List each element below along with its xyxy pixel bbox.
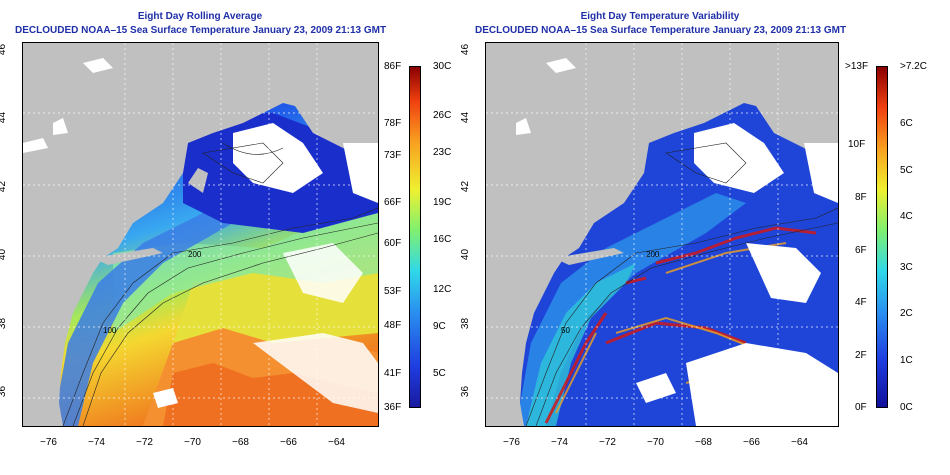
cb-label: >13F: [845, 61, 869, 72]
lon-tick: −68: [695, 437, 712, 448]
cb-label: 53F: [384, 286, 402, 297]
cb-label: 41F: [384, 368, 402, 379]
left-colorbar: [409, 66, 421, 408]
cb-label: 9C: [433, 321, 446, 332]
lat-tick: 42: [460, 180, 472, 193]
lat-tick: 36: [460, 385, 472, 398]
contour-label-50: 50: [561, 326, 570, 335]
land-mass: [23, 43, 378, 426]
cb-label: 16C: [433, 234, 452, 245]
cb-label: 12C: [433, 284, 452, 295]
lon-tick: −72: [136, 437, 153, 448]
lat-tick: 44: [0, 111, 9, 124]
contour-label-200: 200: [646, 250, 660, 259]
cb-label: 30C: [433, 61, 452, 72]
right-variability-map[interactable]: 200 50: [485, 42, 839, 427]
cb-label: 2C: [900, 308, 913, 319]
contour-label-200: 200: [188, 250, 202, 259]
cb-label: 2F: [855, 350, 867, 361]
cb-label: 73F: [384, 150, 402, 161]
lon-tick: −76: [40, 437, 57, 448]
lon-tick: −64: [791, 437, 808, 448]
cb-label: 60F: [384, 238, 402, 249]
left-panel-title: Eight Day Rolling Average: [137, 11, 263, 22]
cb-label: 23C: [433, 147, 452, 158]
lat-tick: 44: [460, 111, 472, 124]
cb-label: 0C: [900, 402, 913, 413]
cb-label: 36F: [384, 402, 402, 413]
lon-tick: −68: [232, 437, 249, 448]
cb-label: 5C: [433, 368, 446, 379]
cb-label: 5C: [900, 165, 913, 176]
cb-label: 78F: [384, 118, 402, 129]
cb-label: 8F: [855, 192, 867, 203]
lon-tick: −74: [88, 437, 105, 448]
cb-label: 3C: [900, 262, 913, 273]
left-panel-subtitle: DECLOUDED NOAA–15 Sea Surface Temperatur…: [15, 25, 387, 36]
lon-tick: −76: [503, 437, 520, 448]
cb-label: 48F: [384, 320, 402, 331]
lat-tick: 40: [0, 248, 9, 261]
cb-label: >7.2C: [900, 61, 927, 72]
cb-label: 6F: [855, 245, 867, 256]
cb-label: 4F: [855, 297, 867, 308]
cb-label: 19C: [433, 197, 452, 208]
right-panel-title: Eight Day Temperature Variability: [580, 11, 740, 22]
lon-tick: −70: [184, 437, 201, 448]
cb-label: 10F: [848, 139, 866, 150]
lat-tick: 36: [0, 385, 9, 398]
lat-tick: 40: [460, 248, 472, 261]
lat-tick: 42: [0, 180, 9, 193]
cb-label: 4C: [900, 211, 913, 222]
cb-label: 86F: [384, 61, 402, 72]
right-colorbar: [876, 66, 888, 408]
cb-label: 66F: [384, 197, 402, 208]
lat-tick: 38: [0, 317, 9, 330]
land-mass: [486, 43, 838, 426]
lon-tick: −74: [551, 437, 568, 448]
lon-tick: −72: [599, 437, 616, 448]
lon-tick: −66: [743, 437, 760, 448]
lon-tick: −66: [280, 437, 297, 448]
bathymetry-contours: [525, 142, 838, 426]
cb-label: 26C: [433, 110, 452, 121]
lon-tick: −70: [647, 437, 664, 448]
cb-label: 6C: [900, 118, 913, 129]
lat-tick: 46: [460, 43, 472, 56]
cloud-areas: [516, 58, 838, 426]
contour-label-100: 100: [103, 326, 117, 335]
right-panel-subtitle: DECLOUDED NOAA–15 Sea Surface Temperatur…: [475, 25, 847, 36]
left-sst-map[interactable]: 200 100: [22, 42, 379, 427]
lon-tick: −64: [328, 437, 345, 448]
cb-label: 0F: [855, 402, 867, 413]
cb-label: 1C: [900, 355, 913, 366]
lat-tick: 38: [460, 317, 472, 330]
lat-tick: 46: [0, 43, 9, 56]
